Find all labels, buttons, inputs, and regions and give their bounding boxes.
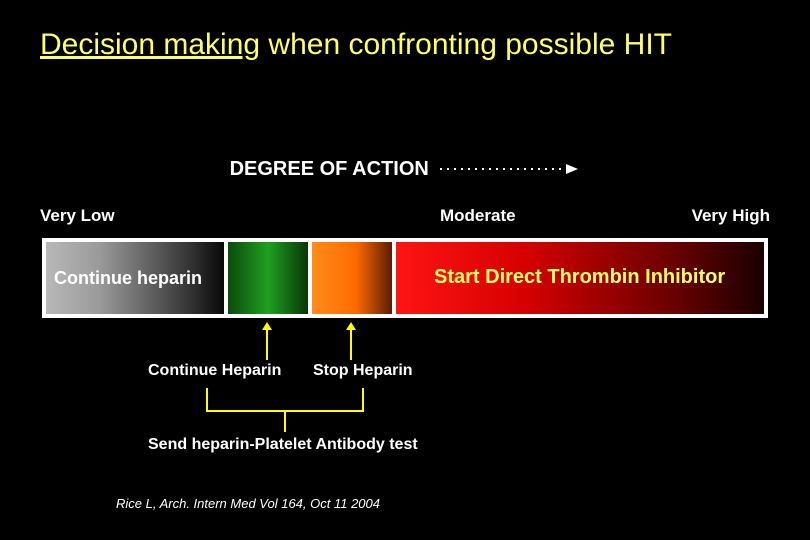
title-underlined: Decision making bbox=[40, 28, 260, 61]
bracket-drop bbox=[284, 410, 286, 432]
dotted-arrow-icon bbox=[440, 158, 580, 181]
citation: Rice L, Arch. Intern Med Vol 164, Oct 11… bbox=[116, 496, 380, 511]
slide-root: Decision making when confronting possibl… bbox=[0, 0, 810, 540]
bracket-connector bbox=[206, 388, 364, 412]
up-arrow-green bbox=[266, 330, 268, 360]
scale-label-very-high: Very High bbox=[692, 206, 770, 226]
title-rest: when confronting possible HIT bbox=[260, 28, 672, 61]
up-arrow-orange bbox=[350, 330, 352, 360]
bar-label-start-dti: Start Direct Thrombin Inhibitor bbox=[434, 266, 725, 289]
send-antibody-label: Send heparin-Platelet Antibody test bbox=[148, 436, 418, 454]
ann-continue-heparin: Continue Heparin bbox=[148, 362, 281, 380]
scale-label-very-low: Very Low bbox=[40, 206, 115, 226]
degree-of-action-row: DEGREE OF ACTION bbox=[0, 158, 810, 181]
bar-label-continue-heparin: Continue heparin bbox=[54, 268, 202, 289]
bar-segment-green bbox=[228, 242, 308, 314]
slide-title: Decision making when confronting possibl… bbox=[40, 28, 770, 62]
degree-of-action-label: DEGREE OF ACTION bbox=[230, 158, 429, 180]
bar-segment-orange bbox=[312, 242, 392, 314]
scale-label-moderate: Moderate bbox=[440, 206, 516, 226]
ann-stop-heparin: Stop Heparin bbox=[313, 362, 413, 380]
